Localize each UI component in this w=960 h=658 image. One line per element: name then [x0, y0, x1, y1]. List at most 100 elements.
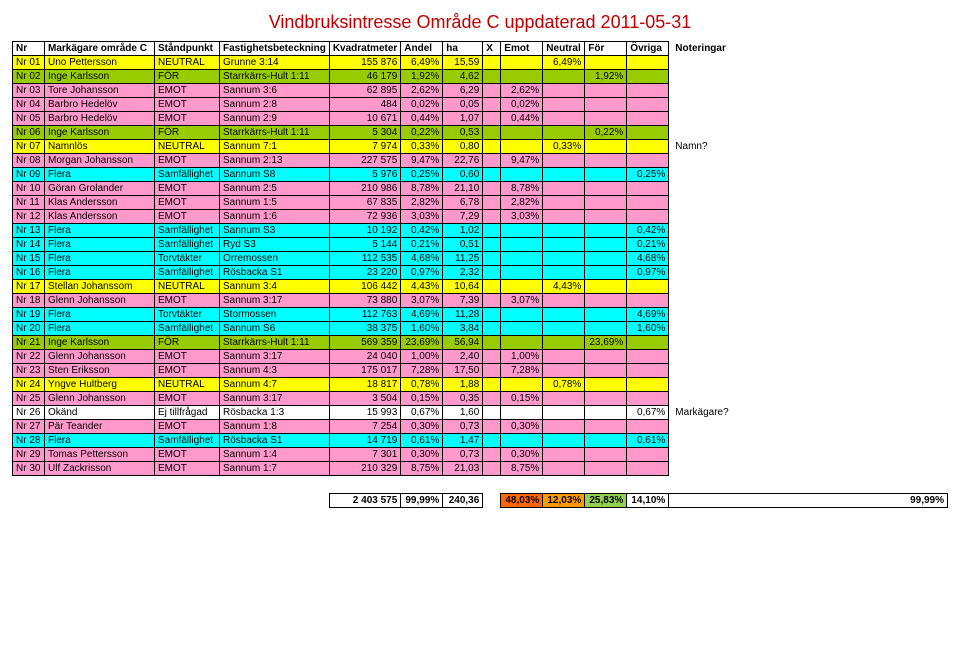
cell-fast: Sannum 3:17: [220, 350, 330, 364]
cell-note: [669, 98, 948, 112]
cell-stand: Torvtäkter: [155, 252, 220, 266]
cell-stand: EMOT: [155, 196, 220, 210]
cell-mark: Pär Teander: [45, 420, 155, 434]
cell-for: [585, 238, 627, 252]
cell-kvm: 3 504: [329, 392, 400, 406]
cell-emot: [501, 56, 543, 70]
col-header: Kvadratmeter: [329, 42, 400, 56]
cell-andel: 4,43%: [401, 280, 443, 294]
cell-x: [483, 392, 501, 406]
cell-for: [585, 84, 627, 98]
cell-mark: Morgan Johansson: [45, 154, 155, 168]
table-row: Nr 22Glenn JohanssonEMOTSannum 3:1724 04…: [13, 350, 948, 364]
cell-andel: 0,30%: [401, 448, 443, 462]
cell-mark: Klas Andersson: [45, 210, 155, 224]
table-row: Nr 10Göran GrolanderEMOTSannum 2:5210 98…: [13, 182, 948, 196]
cell-mark: Glenn Johansson: [45, 294, 155, 308]
cell-mark: Okänd: [45, 406, 155, 420]
cell-nr: Nr 15: [13, 252, 45, 266]
cell-fast: Sannum S8: [220, 168, 330, 182]
cell-x: [483, 112, 501, 126]
cell-ovr: 0,42%: [627, 224, 669, 238]
cell-andel: 3,07%: [401, 294, 443, 308]
table-row: Nr 05Barbro HedelövEMOTSannum 2:910 6710…: [13, 112, 948, 126]
cell-fast: Sannum 2:9: [220, 112, 330, 126]
table-row: Nr 03Tore JohanssonEMOTSannum 3:662 8952…: [13, 84, 948, 98]
cell-andel: 0,42%: [401, 224, 443, 238]
cell-nr: Nr 03: [13, 84, 45, 98]
cell-kvm: 23 220: [329, 266, 400, 280]
cell-mark: Flera: [45, 308, 155, 322]
table-row: Nr 13FleraSamfällighetSannum S310 1920,4…: [13, 224, 948, 238]
table-row: Nr 14FleraSamfällighetRyd S35 1440,21%0,…: [13, 238, 948, 252]
col-header: Markägare område C: [45, 42, 155, 56]
cell-neutral: [543, 126, 585, 140]
cell-neutral: [543, 112, 585, 126]
cell-x: [483, 84, 501, 98]
cell-neutral: [543, 84, 585, 98]
cell-ovr: 0,21%: [627, 238, 669, 252]
cell-x: [483, 182, 501, 196]
cell-kvm: 46 179: [329, 70, 400, 84]
cell-ovr: 0,61%: [627, 434, 669, 448]
cell-note: [669, 224, 948, 238]
cell-stand: FÖR: [155, 70, 220, 84]
cell-neutral: [543, 224, 585, 238]
cell-kvm: 62 895: [329, 84, 400, 98]
cell-neutral: [543, 392, 585, 406]
cell-fast: Sannum S3: [220, 224, 330, 238]
cell-ovr: 4,69%: [627, 308, 669, 322]
cell-nr: Nr 04: [13, 98, 45, 112]
cell-nr: Nr 22: [13, 350, 45, 364]
cell-ha: 21,03: [443, 462, 483, 476]
cell-emot: [501, 378, 543, 392]
table-row: Nr 19FleraTorvtäkterStormossen112 7634,6…: [13, 308, 948, 322]
cell-emot: 8,78%: [501, 182, 543, 196]
cell-nr: Nr 12: [13, 210, 45, 224]
cell-emot: [501, 168, 543, 182]
cell-neutral: [543, 98, 585, 112]
col-header: Neutral: [543, 42, 585, 56]
cell-kvm: 155 876: [329, 56, 400, 70]
cell-ovr: [627, 336, 669, 350]
cell-note: [669, 154, 948, 168]
cell-note: Namn?: [669, 140, 948, 154]
cell-kvm: 210 329: [329, 462, 400, 476]
cell-stand: NEUTRAL: [155, 378, 220, 392]
cell-andel: 0,67%: [401, 406, 443, 420]
summary-row: 2 403 57599,99%240,3648,03%12,03%25,83%1…: [13, 494, 948, 508]
cell-ovr: [627, 182, 669, 196]
cell-fast: Sannum 4:7: [220, 378, 330, 392]
cell-note: [669, 392, 948, 406]
table-row: Nr 24Yngve HultbergNEUTRALSannum 4:718 8…: [13, 378, 948, 392]
cell-stand: EMOT: [155, 420, 220, 434]
cell-stand: EMOT: [155, 350, 220, 364]
cell-kvm: 10 671: [329, 112, 400, 126]
cell-emot: [501, 434, 543, 448]
cell-kvm: 24 040: [329, 350, 400, 364]
cell-note: [669, 182, 948, 196]
cell-x: [483, 294, 501, 308]
cell-neutral: [543, 406, 585, 420]
cell-ha: 0,73: [443, 420, 483, 434]
cell-x: [483, 280, 501, 294]
cell-andel: 9,47%: [401, 154, 443, 168]
cell-emot: [501, 238, 543, 252]
cell-kvm: 15 993: [329, 406, 400, 420]
cell-ovr: [627, 84, 669, 98]
cell-fast: Rösbacka 1:3: [220, 406, 330, 420]
cell-ha: 2,32: [443, 266, 483, 280]
cell-stand: Torvtäkter: [155, 308, 220, 322]
cell-ha: 10,64: [443, 280, 483, 294]
cell-ovr: [627, 420, 669, 434]
cell-emot: [501, 336, 543, 350]
cell-for: [585, 364, 627, 378]
cell-for: [585, 378, 627, 392]
cell-andel: 0,15%: [401, 392, 443, 406]
cell-andel: 0,61%: [401, 434, 443, 448]
cell-emot: 0,15%: [501, 392, 543, 406]
cell-ovr: [627, 378, 669, 392]
cell-for: [585, 112, 627, 126]
cell-x: [483, 154, 501, 168]
cell-emot: [501, 252, 543, 266]
